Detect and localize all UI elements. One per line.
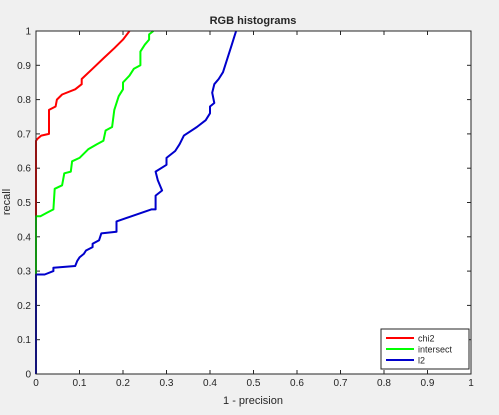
series-line-intersect: [35, 30, 155, 374]
plot-area: [36, 31, 471, 374]
x-axis-label: 1 - precision: [223, 395, 283, 407]
legend-label-chi2: chi2: [418, 334, 435, 344]
y-tick-label: 0.7: [17, 129, 31, 140]
x-tick-label: 1: [468, 378, 474, 389]
x-tick-label: 0.8: [377, 378, 391, 389]
y-tick-label: 1: [25, 27, 31, 38]
x-tick-label: 0.6: [290, 378, 304, 389]
axis-ticks: 0 0.1 0.2 0.3 0.4 0.5 0.6 0.7 0.8 0.9 1 0 0.1 0.2 0.3 0…: [17, 27, 474, 390]
y-tick-label: 0: [25, 370, 31, 381]
x-tick-label: 0: [33, 378, 39, 389]
y-tick-label: 0.6: [17, 164, 31, 175]
x-tick-label: 0.4: [203, 378, 217, 389]
series-lines: [35, 30, 238, 374]
x-tick-label: 0.5: [247, 378, 261, 389]
x-tick-label: 0.2: [116, 378, 130, 389]
chart-title: RGB histograms: [210, 15, 297, 27]
legend-label-intersect: intersect: [418, 345, 453, 355]
y-axis-label: recall: [1, 189, 13, 215]
y-tick-label: 0.2: [17, 301, 31, 312]
plot-frame: [35, 30, 472, 375]
x-tick-label: 0.9: [421, 378, 435, 389]
series-line-l2: [35, 30, 238, 374]
legend-label-l2: l2: [418, 356, 425, 366]
y-tick-label: 0.5: [17, 198, 31, 209]
x-tick-label: 0.3: [160, 378, 174, 389]
x-tick-label: 0.1: [73, 378, 87, 389]
y-tick-label: 0.1: [17, 335, 31, 346]
y-tick-label: 0.3: [17, 267, 31, 278]
y-tick-label: 0.9: [17, 61, 31, 72]
y-tick-label: 0.8: [17, 95, 31, 106]
series-line-chi2: [35, 30, 131, 374]
x-tick-label: 0.7: [334, 378, 348, 389]
y-tick-label: 0.4: [17, 232, 31, 243]
